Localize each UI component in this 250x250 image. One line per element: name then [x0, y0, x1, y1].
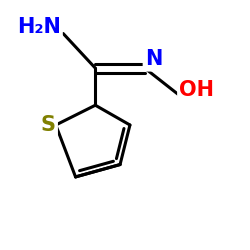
Text: N: N — [145, 50, 162, 70]
Text: S: S — [41, 115, 56, 135]
Text: OH: OH — [179, 80, 214, 100]
Text: H: H — [43, 17, 61, 37]
Text: H₂N: H₂N — [17, 17, 61, 37]
